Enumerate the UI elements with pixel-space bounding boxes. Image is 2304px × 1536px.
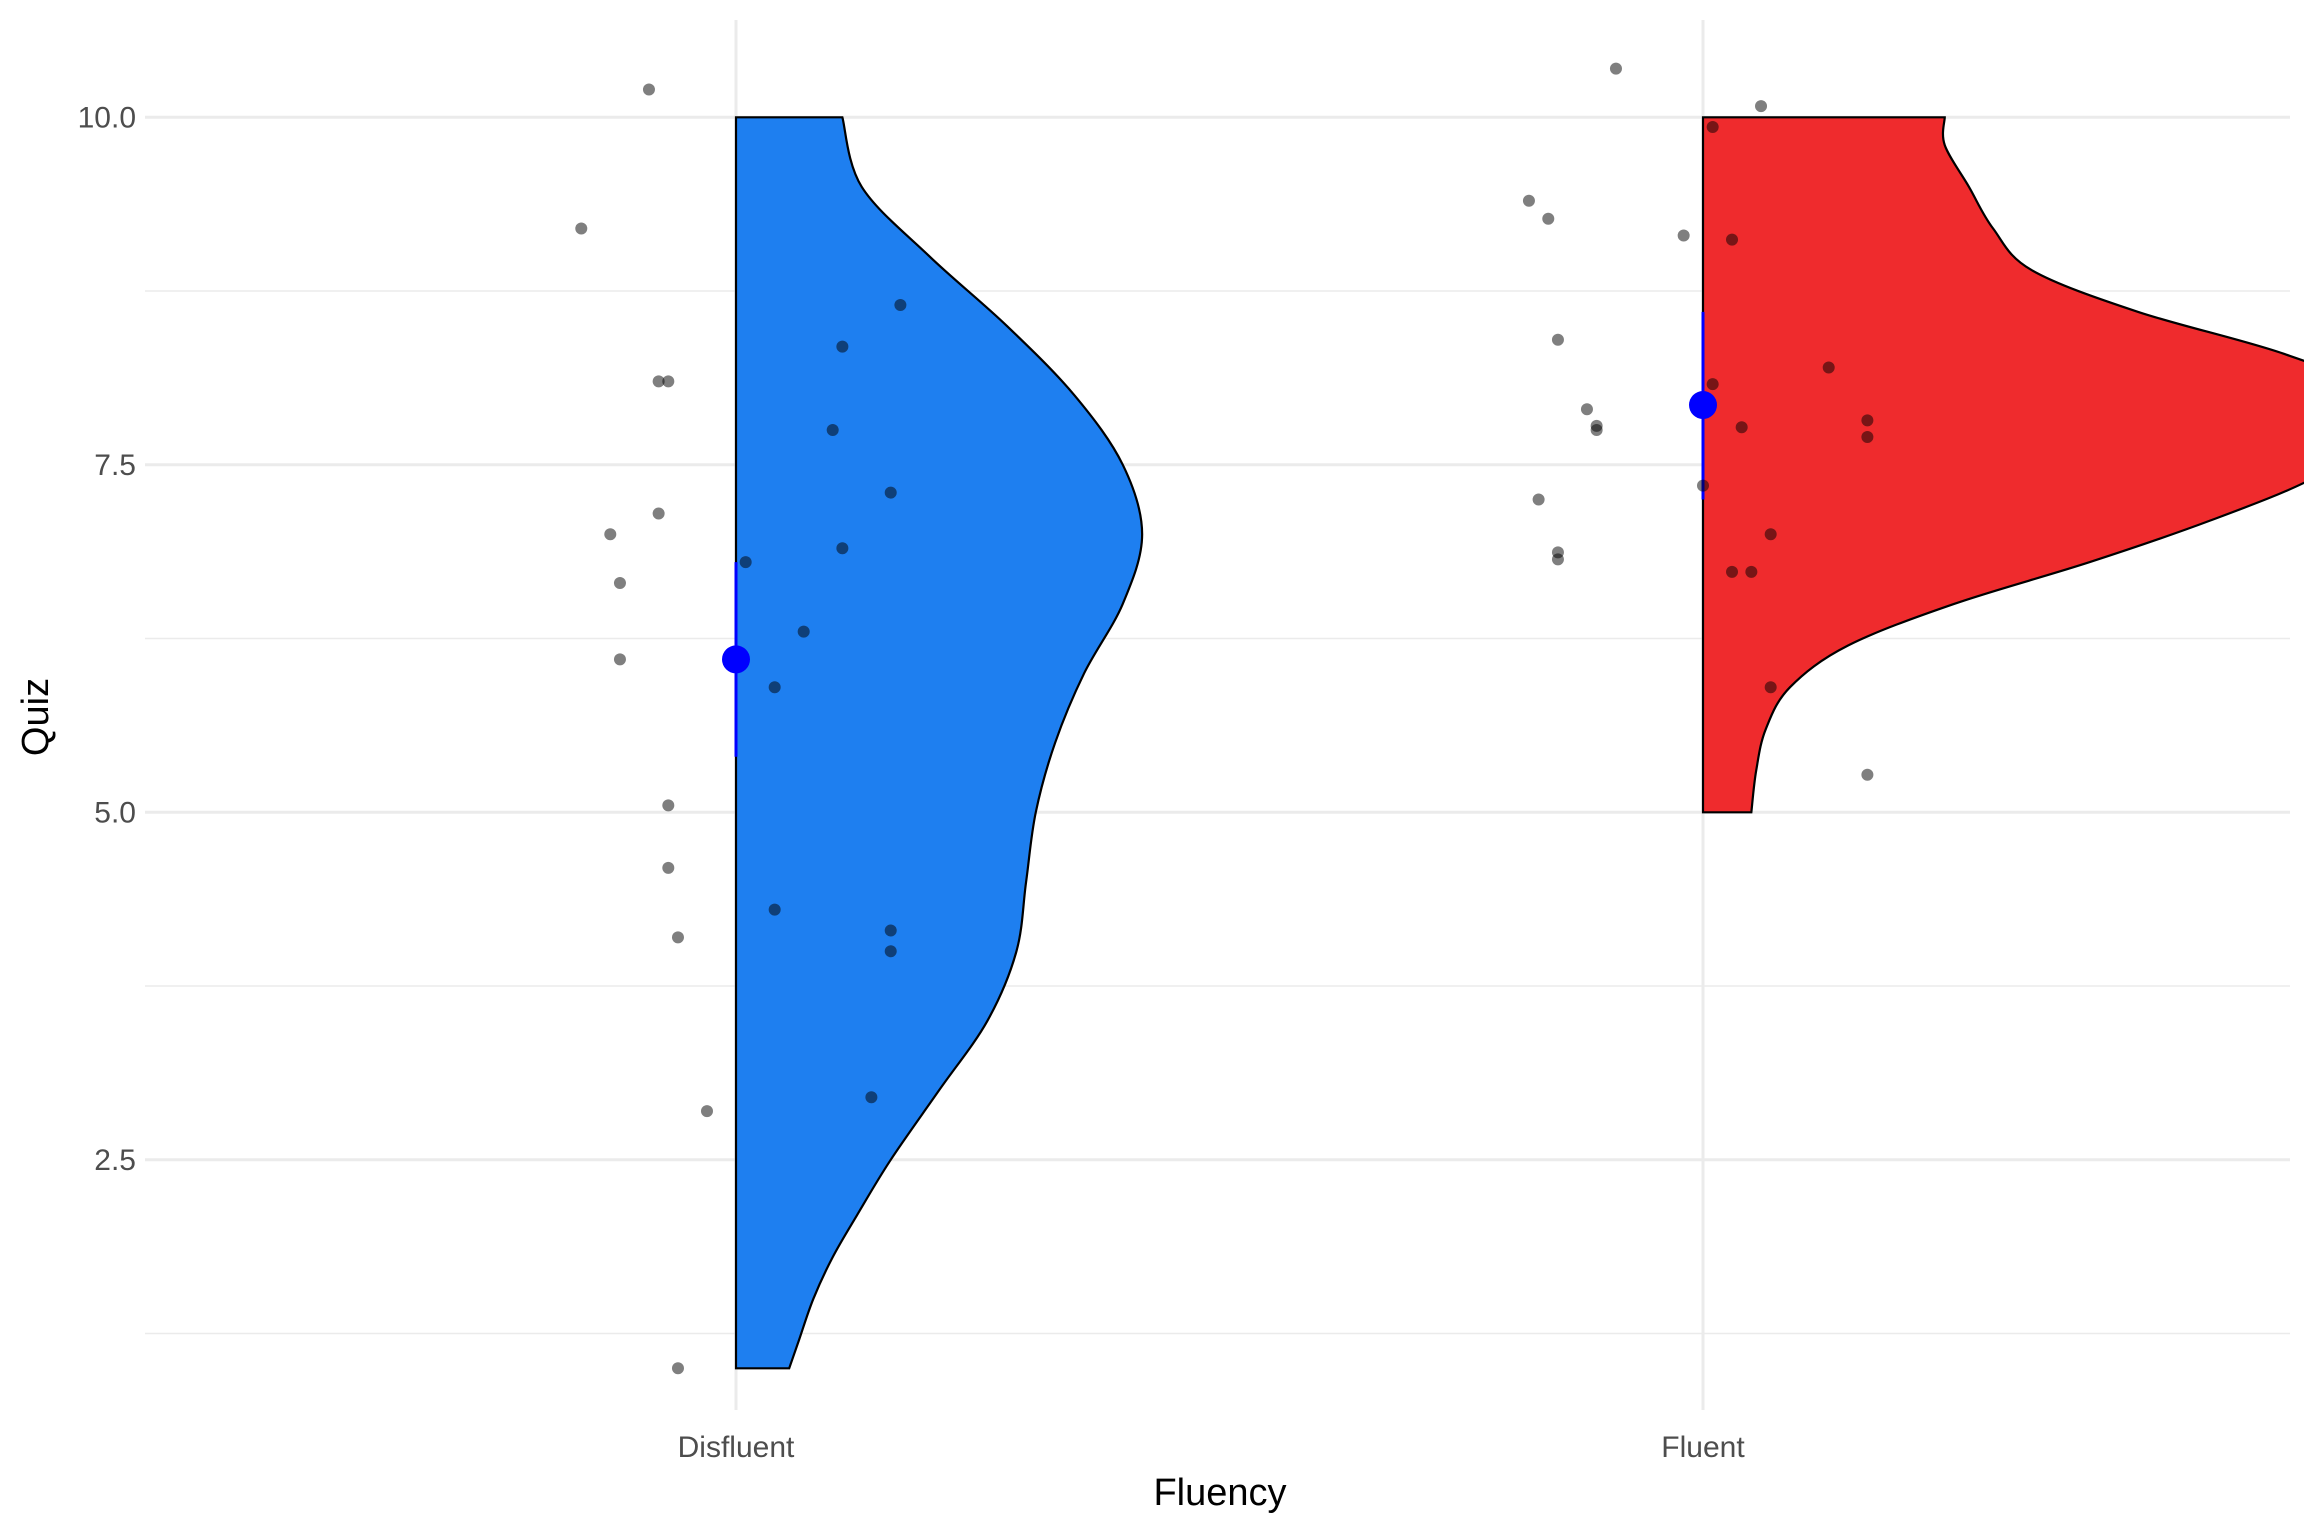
jitter-point: [700, 1105, 713, 1118]
jitter-point: [1735, 421, 1748, 434]
x-axis-title: Fluency: [1153, 1472, 1286, 1514]
jitter-point: [884, 924, 897, 937]
violin-disfluent: [734, 116, 1144, 1370]
jitter-point: [768, 903, 781, 916]
jitter-point: [1764, 681, 1777, 694]
jitter-point: [604, 528, 617, 541]
jitter-point: [797, 625, 810, 638]
jitter-point: [1551, 333, 1564, 346]
jitter-point: [1745, 565, 1758, 578]
jitter-point: [1590, 424, 1603, 437]
jitter-point: [1861, 431, 1874, 443]
jitter-point: [1726, 233, 1739, 246]
jitter-point: [1861, 768, 1874, 781]
jitter-point: [1726, 565, 1739, 578]
jitter-point: [1580, 403, 1593, 416]
jitter-point: [1764, 528, 1777, 541]
jitter-point: [652, 375, 665, 388]
jitter-point: [642, 83, 655, 96]
jitter-point: [1609, 62, 1622, 75]
jitter-point: [575, 222, 588, 235]
mean-point-disfluent: [722, 645, 750, 674]
jitter-point: [1755, 100, 1768, 113]
x-tick-label: Fluent: [1661, 1431, 1745, 1464]
y-axis-title: Quiz: [15, 678, 57, 756]
jitter-point: [1522, 194, 1535, 207]
jitter-point: [836, 542, 849, 555]
jitter-point: [1861, 414, 1874, 427]
jitter-point: [836, 340, 849, 353]
jitter-point: [826, 424, 839, 437]
jitter-points: [575, 62, 1874, 1375]
tick-labels: 2.5 5.0 7.5 10.0 Disfluent Fluent: [78, 101, 1746, 1464]
jitter-point: [884, 945, 897, 958]
jitter-point: [768, 681, 781, 694]
jitter-point: [894, 298, 907, 311]
y-tick-label: 5.0: [94, 796, 136, 829]
y-tick-label: 2.5: [94, 1144, 136, 1177]
jitter-point: [613, 653, 626, 666]
jitter-point: [1706, 121, 1719, 134]
jitter-point: [662, 375, 675, 388]
jitter-point: [865, 1091, 878, 1104]
jitter-point: [1677, 229, 1690, 242]
jitter-point: [613, 576, 626, 589]
violins: [734, 116, 2304, 1370]
jitter-point: [1532, 493, 1545, 506]
jitter-point: [662, 861, 675, 874]
jitter-point: [739, 556, 752, 569]
jitter-point: [671, 931, 684, 944]
jitter-point: [1697, 479, 1709, 492]
y-tick-label: 10.0: [78, 101, 136, 134]
jitter-point: [652, 507, 665, 520]
jitter-point: [662, 799, 675, 812]
mean-points: [722, 391, 1717, 674]
jitter-point: [1822, 361, 1835, 374]
x-tick-label: Disfluent: [678, 1431, 795, 1464]
jitter-point: [1542, 212, 1555, 225]
y-tick-label: 7.5: [94, 449, 136, 482]
jitter-point: [671, 1362, 684, 1375]
jitter-point: [884, 486, 897, 499]
mean-point-fluent: [1689, 391, 1717, 420]
jitter-point: [1706, 378, 1719, 391]
jitter-point: [1551, 553, 1564, 566]
violin-fluent: [1701, 116, 2304, 814]
